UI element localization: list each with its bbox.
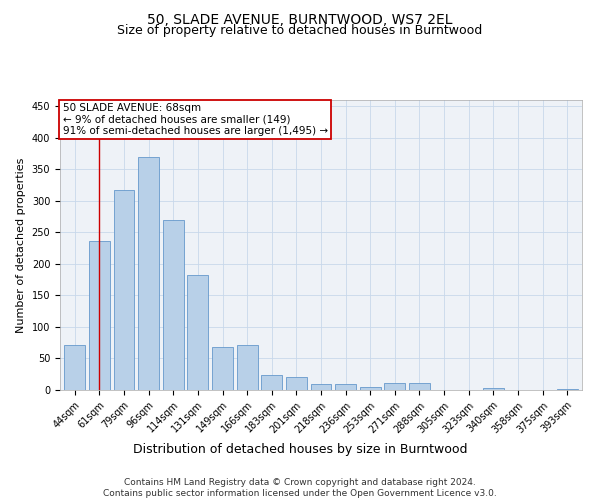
Bar (261, 375, 282, 390)
Bar (163, 220, 184, 390)
Bar (385, 383, 406, 390)
Bar (138, 156, 159, 390)
Text: 50 SLADE AVENUE: 68sqm
← 9% of detached houses are smaller (149)
91% of semi-det: 50 SLADE AVENUE: 68sqm ← 9% of detached … (62, 103, 328, 136)
Bar (64, 344, 85, 390)
Bar (236, 344, 257, 390)
Bar (311, 384, 331, 390)
Text: Size of property relative to detached houses in Burntwood: Size of property relative to detached ho… (118, 24, 482, 37)
Text: Distribution of detached houses by size in Burntwood: Distribution of detached houses by size … (133, 442, 467, 456)
Bar (360, 388, 381, 390)
Bar (212, 347, 233, 390)
Bar (187, 274, 208, 390)
Y-axis label: Number of detached properties: Number of detached properties (16, 158, 26, 332)
Bar (409, 383, 430, 390)
Bar (557, 388, 578, 390)
Bar (483, 388, 504, 390)
Bar (89, 241, 110, 390)
Text: Contains HM Land Registry data © Crown copyright and database right 2024.
Contai: Contains HM Land Registry data © Crown c… (103, 478, 497, 498)
Bar (113, 190, 134, 390)
Bar (286, 378, 307, 390)
Text: 50, SLADE AVENUE, BURNTWOOD, WS7 2EL: 50, SLADE AVENUE, BURNTWOOD, WS7 2EL (147, 12, 453, 26)
Bar (335, 384, 356, 390)
